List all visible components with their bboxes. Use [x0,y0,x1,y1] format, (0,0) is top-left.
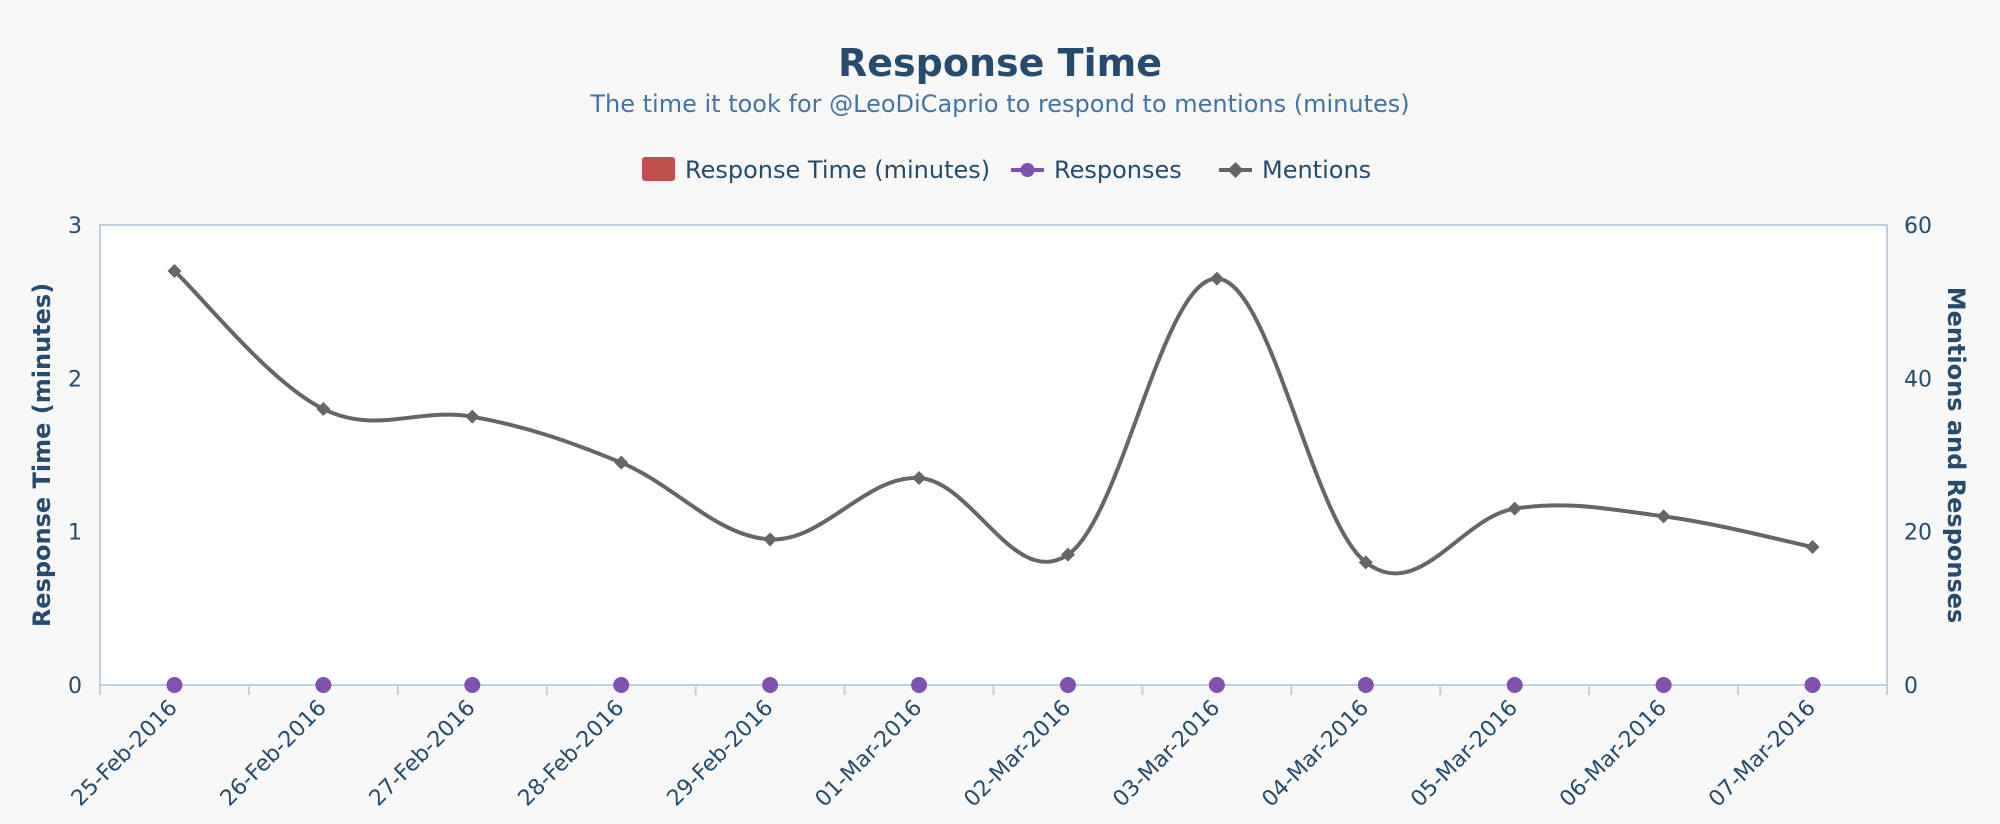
plot-area [99,224,1888,686]
point-responses[interactable] [613,677,630,693]
y-axis-left: 0 1 2 3 [68,214,82,699]
point-mentions[interactable] [167,264,182,278]
legend-label-response-time: Response Time (minutes) [685,156,990,184]
point-responses[interactable] [315,677,332,693]
legend-label-responses: Responses [1054,156,1182,184]
point-mentions[interactable] [763,532,778,547]
point-mentions[interactable] [1805,540,1820,554]
y-axis-right-title: Mentions and Responses [1942,287,1970,624]
legend-label-mentions: Mentions [1262,156,1371,184]
y-left-tick-label: 0 [68,674,82,699]
point-responses[interactable] [1357,677,1374,693]
y-left-tick-label: 3 [68,214,82,239]
y-axis-right: 0 20 40 60 [1904,214,1932,699]
legend-swatch-response-time [642,157,675,181]
y-left-tick-label: 1 [68,521,82,546]
point-mentions[interactable] [614,455,629,470]
point-mentions[interactable] [1209,271,1224,286]
legend-marker-mentions [1227,162,1244,178]
legend-marker-responses [1020,163,1035,177]
point-responses[interactable] [1059,677,1076,693]
legend-item-response-time[interactable]: Response Time (minutes) [642,156,990,184]
chart-title: Response Time [838,41,1162,85]
point-responses[interactable] [1655,677,1672,693]
point-mentions[interactable] [1507,501,1522,516]
point-responses[interactable] [1208,677,1225,693]
point-mentions[interactable] [316,402,331,416]
y-right-tick-label: 60 [1904,214,1932,239]
point-responses[interactable] [911,677,928,693]
y-left-tick-label: 2 [68,367,82,392]
legend: Response Time (minutes) Responses Mentio… [642,156,1371,184]
point-mentions[interactable] [1656,509,1671,524]
point-responses[interactable] [464,677,481,693]
legend-item-responses[interactable]: Responses [1011,156,1182,184]
y-axis-left-title: Response Time (minutes) [28,283,56,627]
y-right-tick-label: 20 [1904,521,1932,546]
point-mentions[interactable] [1358,555,1373,570]
point-mentions[interactable] [465,409,480,424]
series-layer [166,264,1821,693]
point-mentions[interactable] [1060,547,1075,562]
point-responses[interactable] [1804,677,1821,693]
chart-subtitle: The time it took for @LeoDiCaprio to res… [589,90,1409,118]
y-right-tick-label: 0 [1904,674,1918,699]
point-mentions[interactable] [912,471,927,485]
point-responses[interactable] [762,677,779,693]
point-responses[interactable] [1506,677,1523,693]
point-responses[interactable] [166,677,183,693]
legend-item-mentions[interactable]: Mentions [1219,156,1371,184]
y-right-tick-label: 40 [1904,367,1932,392]
